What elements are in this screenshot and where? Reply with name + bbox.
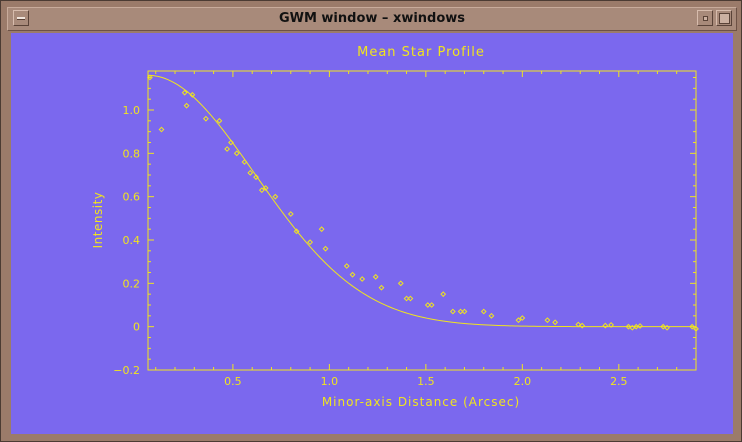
data-point xyxy=(307,239,313,246)
data-point xyxy=(378,284,385,291)
data-point xyxy=(660,323,667,330)
data-point xyxy=(343,263,350,269)
y-tick-label: 0 xyxy=(133,321,140,334)
data-point xyxy=(579,322,586,329)
y-tick-label: 0.2 xyxy=(123,277,141,290)
data-point xyxy=(293,228,300,235)
data-point xyxy=(625,323,632,330)
data-point xyxy=(287,211,294,217)
chart-title: Mean Star Profile xyxy=(357,45,485,60)
data-point xyxy=(228,139,234,146)
data-point xyxy=(608,322,615,328)
data-point xyxy=(602,322,609,329)
data-point xyxy=(272,193,279,200)
data-point xyxy=(216,117,223,124)
data-point xyxy=(689,323,696,330)
data-point xyxy=(224,146,231,152)
data-point xyxy=(407,295,414,302)
data-point xyxy=(449,308,456,315)
data-point xyxy=(397,280,404,287)
window-menu-button[interactable] xyxy=(13,10,29,26)
data-point xyxy=(664,324,670,331)
data-point xyxy=(322,245,329,252)
data-point xyxy=(181,89,188,96)
data-point xyxy=(457,308,464,315)
data-point xyxy=(552,319,559,326)
x-tick-label: 0.5 xyxy=(224,375,242,388)
x-axis-label: Minor-axis Distance (Arcsec) xyxy=(322,395,520,409)
data-point xyxy=(693,325,699,332)
title-bar[interactable]: GWM window – xwindows xyxy=(7,7,737,31)
data-point xyxy=(515,317,522,324)
data-point xyxy=(233,150,240,157)
gaussian-fit-curve xyxy=(147,74,696,328)
data-point xyxy=(440,291,447,298)
data-point xyxy=(349,271,356,278)
plot-border xyxy=(147,70,697,371)
data-point xyxy=(480,308,487,315)
y-tick-label: 0.8 xyxy=(123,147,141,160)
data-point xyxy=(247,169,254,176)
data-point xyxy=(461,308,468,315)
data-point xyxy=(424,302,431,308)
window-title: GWM window – xwindows xyxy=(278,11,466,26)
data-point xyxy=(488,312,495,319)
data-point xyxy=(189,91,196,98)
y-tick-label: 1.0 xyxy=(123,104,141,117)
x-tick-label: 1.0 xyxy=(321,375,339,388)
x-tick-label: 1.5 xyxy=(417,375,435,388)
x-tick-label: 2.0 xyxy=(514,375,532,388)
data-point xyxy=(147,74,153,81)
data-point xyxy=(262,185,269,191)
plot-frame xyxy=(147,70,697,371)
maximize-button[interactable] xyxy=(716,10,732,26)
star-profile-chart: Mean Star Profile Minor-axis Distance (A… xyxy=(91,45,699,409)
data-point xyxy=(241,159,248,165)
y-axis-label: Intensity xyxy=(91,192,105,249)
plot-canvas: Mean Star Profile Minor-axis Distance (A… xyxy=(11,33,733,434)
x-tick-label: 2.5 xyxy=(610,375,628,388)
data-point xyxy=(637,323,643,329)
data-point xyxy=(428,302,435,308)
data-point xyxy=(372,273,379,280)
data-point xyxy=(318,226,325,233)
data-points xyxy=(147,74,699,332)
data-point xyxy=(253,174,259,181)
minimize-button[interactable] xyxy=(697,10,713,26)
data-point xyxy=(359,276,366,282)
data-point xyxy=(519,315,526,321)
data-point xyxy=(544,317,551,324)
data-point xyxy=(575,321,582,328)
y-tick-label: −0.2 xyxy=(113,364,140,377)
axis-ticks: 0.5 1.0 1.5 2.0 2.5 −0.2 0 0.2 0.4 0.6 0.8 1.0 xyxy=(113,71,697,388)
data-point xyxy=(202,115,209,122)
y-tick-label: 0.6 xyxy=(123,191,141,204)
data-point xyxy=(183,102,190,109)
y-tick-label: 0.4 xyxy=(123,234,141,247)
data-point xyxy=(158,126,165,133)
data-point xyxy=(403,295,410,302)
fit-curve-layer xyxy=(147,74,696,328)
data-point xyxy=(258,187,265,194)
